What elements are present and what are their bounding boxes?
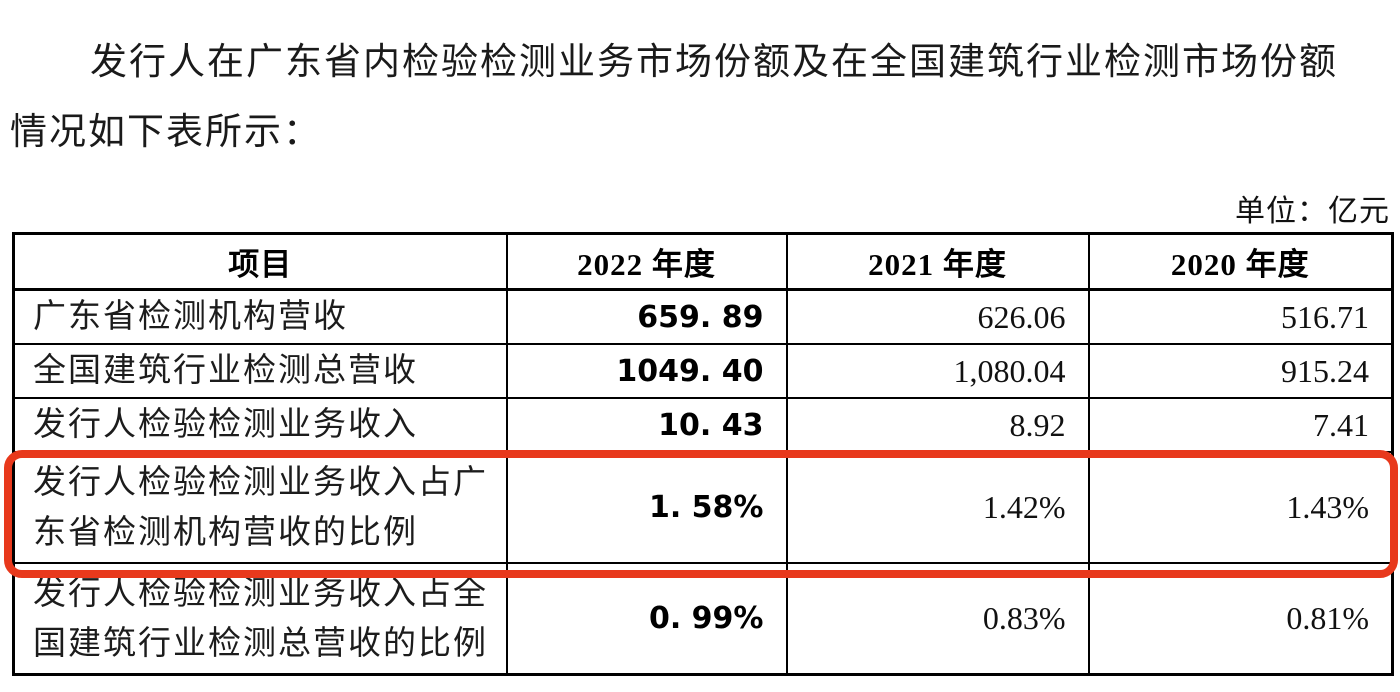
- value-2021: 1,080.04: [785, 343, 1090, 399]
- value-2021: 1.42%: [785, 451, 1090, 564]
- row-label: 发行人检验检测业务收入占广东省检测机构营收的比例: [12, 451, 508, 564]
- header-2021: 2021 年度: [785, 232, 1090, 291]
- row-label: 发行人检验检测业务收入: [12, 397, 508, 453]
- value-2020: 915.24: [1087, 343, 1394, 399]
- row-label: 全国建筑行业检测总营收: [12, 343, 508, 399]
- table-row: 广东省检测机构营收 659. 89 626.06 516.71: [12, 288, 1394, 345]
- value-2021: 626.06: [785, 288, 1090, 345]
- header-2020: 2020 年度: [1087, 232, 1394, 291]
- row-label: 广东省检测机构营收: [12, 288, 508, 345]
- value-2020: 516.71: [1087, 288, 1394, 345]
- intro-line-1: 发行人在广东省内检验检测业务市场份额及在全国建筑行业检测市场份额: [90, 42, 1338, 83]
- intro-paragraph: 发行人在广东省内检验检测业务市场份额及在全国建筑行业检测市场份额 情况如下表所示…: [10, 28, 1392, 168]
- table-row: 发行人检验检测业务收入占全国建筑行业检测总营收的比例 0. 99% 0.83% …: [12, 562, 1394, 676]
- value-2022: 0. 99%: [505, 562, 788, 676]
- market-share-table: 项目 2022 年度 2021 年度 2020 年度 广东省检测机构营收 659…: [12, 232, 1394, 676]
- table-row: 全国建筑行业检测总营收 1049. 40 1,080.04 915.24: [12, 343, 1394, 399]
- value-2020: 0.81%: [1087, 562, 1394, 676]
- value-2021: 8.92: [785, 397, 1090, 453]
- table-header-row: 项目 2022 年度 2021 年度 2020 年度: [12, 232, 1394, 291]
- value-2022: 1. 58%: [505, 451, 788, 564]
- table-row: 发行人检验检测业务收入 10. 43 8.92 7.41: [12, 397, 1394, 453]
- unit-label: 单位：亿元: [1235, 195, 1390, 228]
- header-2022: 2022 年度: [505, 232, 788, 291]
- value-2022: 10. 43: [505, 397, 788, 453]
- row-label: 发行人检验检测业务收入占全国建筑行业检测总营收的比例: [12, 562, 508, 676]
- value-2020: 7.41: [1087, 397, 1394, 453]
- intro-line-2: 情况如下表所示：: [10, 112, 322, 153]
- value-2020: 1.43%: [1087, 451, 1394, 564]
- header-item: 项目: [12, 232, 508, 291]
- value-2022: 659. 89: [505, 288, 788, 345]
- value-2021: 0.83%: [785, 562, 1090, 676]
- table-row-highlighted: 发行人检验检测业务收入占广东省检测机构营收的比例 1. 58% 1.42% 1.…: [12, 451, 1394, 564]
- value-2022: 1049. 40: [505, 343, 788, 399]
